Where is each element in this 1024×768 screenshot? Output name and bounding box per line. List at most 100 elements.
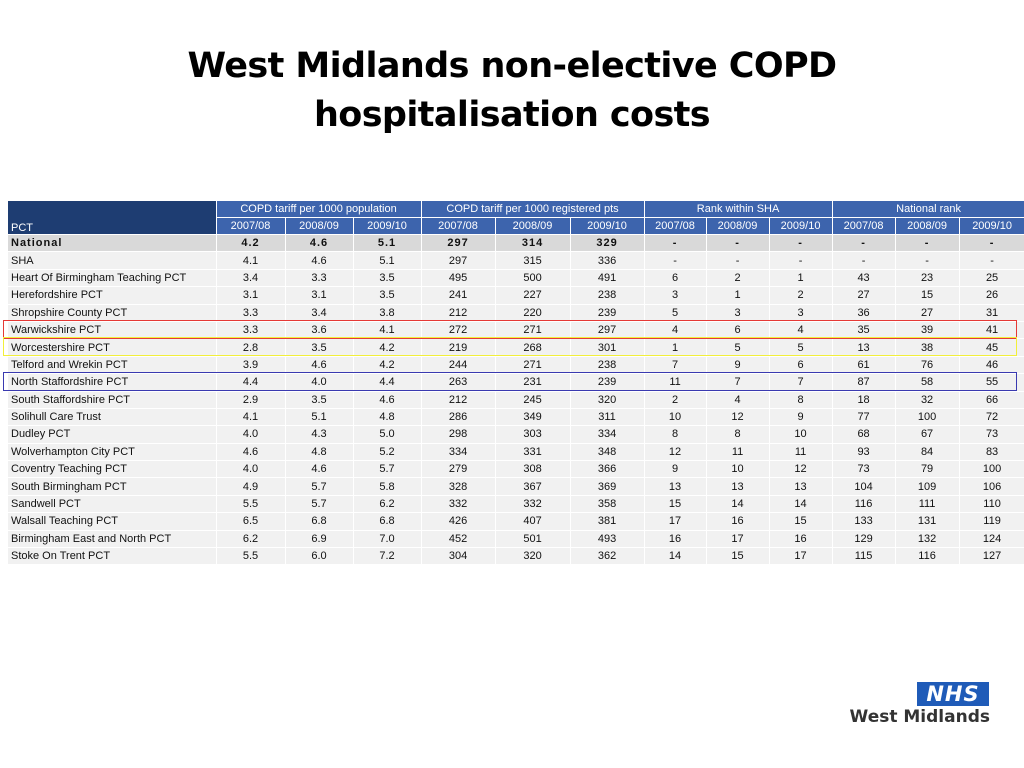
value-cell: 58 — [895, 373, 960, 392]
value-cell: 381 — [570, 512, 645, 531]
value-cell: 238 — [570, 286, 645, 305]
table-row: Stoke On Trent PCT 5.5 6.0 7.2 304 320 362 14 15… — [8, 547, 1024, 566]
pct-name-cell: Wolverhampton City PCT — [8, 443, 217, 462]
table-row: Warwickshire PCT 3.3 3.6 4.1 272 271 297 4 6 4 35 3… — [8, 321, 1024, 340]
group-header: Rank within SHA — [644, 201, 833, 218]
value-cell: 334 — [570, 425, 645, 444]
value-cell: 212 — [421, 304, 496, 322]
value-cell: 124 — [959, 530, 1024, 549]
value-cell: 5.7 — [285, 477, 354, 496]
value-cell: 14 — [769, 495, 833, 514]
value-cell: 308 — [495, 460, 571, 479]
table-row: North Staffordshire PCT 4.4 4.0 4.4 263 231 23… — [8, 373, 1024, 392]
value-cell: 13 — [644, 477, 707, 496]
value-cell: - — [895, 234, 960, 253]
nhs-logo: NHS — [917, 682, 989, 706]
value-cell: 7.0 — [353, 530, 422, 549]
value-cell: 12 — [769, 460, 833, 479]
slide-title: West Midlands non-elective COPD hospital… — [0, 42, 1024, 140]
value-cell: 3.5 — [353, 269, 422, 288]
table-row: Solihull Care Trust 4.1 5.1 4.8 286 349 311 10 1… — [8, 408, 1024, 427]
value-cell: 271 — [495, 321, 571, 340]
value-cell: 220 — [495, 304, 571, 322]
value-cell: 9 — [769, 408, 833, 427]
value-cell: 4.4 — [216, 373, 286, 392]
value-cell: 8 — [769, 391, 833, 409]
value-cell: 3.5 — [353, 286, 422, 305]
value-cell: - — [959, 234, 1024, 253]
group-header-row: PCT COPD tariff per 1000 population COPD… — [8, 201, 1024, 235]
value-cell: 6.5 — [216, 512, 286, 531]
value-cell: 3 — [644, 286, 707, 305]
value-cell: 38 — [895, 338, 960, 357]
value-cell: 15 — [895, 286, 960, 305]
value-cell: 8 — [644, 425, 707, 444]
table-row: Walsall Teaching PCT 6.5 6.8 6.8 426 407 381 17… — [8, 512, 1024, 531]
value-cell: 4.6 — [285, 234, 354, 253]
value-cell: 15 — [706, 547, 770, 566]
value-cell: 61 — [832, 356, 896, 375]
value-cell: 2.9 — [216, 391, 286, 409]
pct-name-cell: Stoke On Trent PCT — [8, 547, 217, 566]
value-cell: 7 — [644, 356, 707, 375]
value-cell: - — [959, 251, 1024, 270]
value-cell: 366 — [570, 460, 645, 479]
title-line-2: hospitalisation costs — [313, 95, 711, 135]
value-cell: 501 — [495, 530, 571, 549]
value-cell: 106 — [959, 477, 1024, 496]
value-cell: 452 — [421, 530, 496, 549]
value-cell: 3.6 — [285, 321, 354, 340]
value-cell: 16 — [769, 530, 833, 549]
value-cell: 14 — [706, 495, 770, 514]
value-cell: 16 — [706, 512, 770, 531]
value-cell: 46 — [959, 356, 1024, 375]
value-cell: 4.1 — [216, 408, 286, 427]
value-cell: 2 — [706, 269, 770, 288]
value-cell: 245 — [495, 391, 571, 409]
value-cell: 11 — [706, 443, 770, 462]
value-cell: 5.5 — [216, 547, 286, 566]
value-cell: 67 — [895, 425, 960, 444]
value-cell: 17 — [769, 547, 833, 566]
value-cell: 4.1 — [216, 251, 286, 270]
value-cell: 10 — [644, 408, 707, 427]
value-cell: 297 — [421, 251, 496, 270]
value-cell: 4.2 — [216, 234, 286, 253]
value-cell: - — [769, 251, 833, 270]
value-cell: 1 — [706, 286, 770, 305]
value-cell: 263 — [421, 373, 496, 392]
value-cell: 4.0 — [216, 460, 286, 479]
value-cell: 8 — [706, 425, 770, 444]
value-cell: 87 — [832, 373, 896, 392]
value-cell: 25 — [959, 269, 1024, 288]
value-cell: 79 — [895, 460, 960, 479]
value-cell: 298 — [421, 425, 496, 444]
value-cell: 41 — [959, 321, 1024, 340]
value-cell: 3.3 — [285, 269, 354, 288]
value-cell: 5.1 — [285, 408, 354, 427]
value-cell: 43 — [832, 269, 896, 288]
value-cell: 301 — [570, 338, 645, 357]
value-cell: 5 — [706, 338, 770, 357]
value-cell: 358 — [570, 495, 645, 514]
table-row: Herefordshire PCT 3.1 3.1 3.5 241 227 238 3 1 2 27… — [8, 286, 1024, 305]
value-cell: 6.2 — [353, 495, 422, 514]
year-header: 2009/10 — [769, 217, 833, 235]
value-cell: 55 — [959, 373, 1024, 392]
table-row: Wolverhampton City PCT 4.6 4.8 5.2 334 331 348… — [8, 443, 1024, 462]
group-header: COPD tariff per 1000 registered pts — [421, 201, 645, 218]
value-cell: 314 — [495, 234, 571, 253]
copd-cost-table: PCT COPD tariff per 1000 population COPD… — [8, 201, 1024, 566]
value-cell: 500 — [495, 269, 571, 288]
value-cell: 7 — [706, 373, 770, 392]
pct-name-cell: Coventry Teaching PCT — [8, 460, 217, 479]
value-cell: 426 — [421, 512, 496, 531]
value-cell: 3.3 — [216, 321, 286, 340]
value-cell: 2.8 — [216, 338, 286, 357]
value-cell: 4.8 — [353, 408, 422, 427]
value-cell: 3.1 — [285, 286, 354, 305]
value-cell: 367 — [495, 477, 571, 496]
value-cell: 3.3 — [216, 304, 286, 322]
year-header-row: 2007/08 2008/09 2009/10 2007/08 2008/09 2009/… — [8, 217, 1024, 235]
value-cell: 119 — [959, 512, 1024, 531]
